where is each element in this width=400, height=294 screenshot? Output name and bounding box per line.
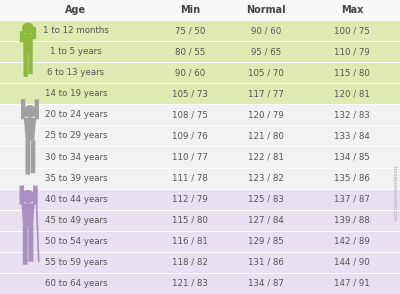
Text: 121 / 83: 121 / 83 xyxy=(172,279,208,288)
Text: 109 / 76: 109 / 76 xyxy=(172,131,208,141)
Text: 134 / 85: 134 / 85 xyxy=(334,153,370,161)
Text: 20 to 24 years: 20 to 24 years xyxy=(45,110,107,119)
Text: 110 / 77: 110 / 77 xyxy=(172,153,208,161)
FancyBboxPatch shape xyxy=(33,186,38,205)
Text: 131 / 86: 131 / 86 xyxy=(248,258,284,267)
Text: 147 / 91: 147 / 91 xyxy=(334,279,370,288)
Text: 100 / 75: 100 / 75 xyxy=(334,26,370,35)
Bar xyxy=(0,125,400,146)
Text: 125 / 83: 125 / 83 xyxy=(248,195,284,204)
FancyBboxPatch shape xyxy=(23,34,33,54)
Bar xyxy=(0,104,400,125)
Bar xyxy=(0,62,400,83)
Text: 40 to 44 years: 40 to 44 years xyxy=(45,195,107,204)
Text: 122 / 81: 122 / 81 xyxy=(248,153,284,161)
Text: 95 / 65: 95 / 65 xyxy=(251,47,281,56)
Bar xyxy=(0,273,400,294)
Text: 117 / 77: 117 / 77 xyxy=(248,89,284,98)
Text: 142 / 89: 142 / 89 xyxy=(334,237,370,246)
Text: 137 / 87: 137 / 87 xyxy=(334,195,370,204)
Text: 135 / 86: 135 / 86 xyxy=(334,173,370,183)
Text: 1 to 12 months: 1 to 12 months xyxy=(43,26,109,35)
Text: 35 to 39 years: 35 to 39 years xyxy=(45,173,107,183)
Text: 112 / 79: 112 / 79 xyxy=(172,195,208,204)
FancyBboxPatch shape xyxy=(20,186,24,205)
FancyBboxPatch shape xyxy=(20,31,24,42)
FancyBboxPatch shape xyxy=(32,27,36,39)
Text: 133 / 84: 133 / 84 xyxy=(334,131,370,141)
Circle shape xyxy=(24,106,36,117)
Text: Max: Max xyxy=(341,5,363,15)
Text: 144 / 90: 144 / 90 xyxy=(334,258,370,267)
FancyBboxPatch shape xyxy=(28,226,34,262)
Bar xyxy=(0,231,400,252)
Bar xyxy=(0,20,400,41)
Bar xyxy=(0,168,400,189)
Text: 25 to 29 years: 25 to 29 years xyxy=(45,131,107,141)
Text: Normal: Normal xyxy=(246,5,286,15)
Circle shape xyxy=(23,23,33,34)
Bar xyxy=(0,252,400,273)
Text: 105 / 73: 105 / 73 xyxy=(172,89,208,98)
Text: 90 / 60: 90 / 60 xyxy=(251,26,281,35)
Text: 129 / 85: 129 / 85 xyxy=(248,237,284,246)
Polygon shape xyxy=(22,203,34,226)
FancyBboxPatch shape xyxy=(26,140,30,175)
Bar xyxy=(0,189,400,210)
Polygon shape xyxy=(24,118,36,141)
Text: 1 to 5 years: 1 to 5 years xyxy=(50,47,102,56)
Text: 127 / 84: 127 / 84 xyxy=(248,216,284,225)
FancyBboxPatch shape xyxy=(35,99,39,119)
Text: 50 to 54 years: 50 to 54 years xyxy=(45,237,107,246)
Text: 45 to 49 years: 45 to 49 years xyxy=(45,216,107,225)
Text: 115 / 80: 115 / 80 xyxy=(172,216,208,225)
Text: 120 / 81: 120 / 81 xyxy=(334,89,370,98)
Text: 132 / 83: 132 / 83 xyxy=(334,110,370,119)
Text: bloodpressureinfo.com: bloodpressureinfo.com xyxy=(392,166,397,222)
Text: 14 to 19 years: 14 to 19 years xyxy=(45,89,107,98)
Text: 60 to 64 years: 60 to 64 years xyxy=(45,279,107,288)
Text: 75 / 50: 75 / 50 xyxy=(175,26,205,35)
Text: 120 / 79: 120 / 79 xyxy=(248,110,284,119)
Bar xyxy=(0,41,400,62)
FancyBboxPatch shape xyxy=(23,226,28,265)
Text: Min: Min xyxy=(180,5,200,15)
Bar xyxy=(0,0,400,20)
Bar xyxy=(0,210,400,231)
Text: 134 / 87: 134 / 87 xyxy=(248,279,284,288)
Text: 6 to 13 years: 6 to 13 years xyxy=(48,68,104,77)
FancyBboxPatch shape xyxy=(31,140,35,173)
FancyBboxPatch shape xyxy=(21,99,25,119)
Circle shape xyxy=(22,191,34,203)
Bar xyxy=(0,146,400,168)
Text: 108 / 75: 108 / 75 xyxy=(172,110,208,119)
Text: 110 / 79: 110 / 79 xyxy=(334,47,370,56)
Text: 111 / 78: 111 / 78 xyxy=(172,173,208,183)
Text: 139 / 88: 139 / 88 xyxy=(334,216,370,225)
Text: 121 / 80: 121 / 80 xyxy=(248,131,284,141)
Text: 55 to 59 years: 55 to 59 years xyxy=(45,258,107,267)
Text: 90 / 60: 90 / 60 xyxy=(175,68,205,77)
Text: 123 / 82: 123 / 82 xyxy=(248,173,284,183)
Text: Age: Age xyxy=(66,5,86,15)
Text: 80 / 55: 80 / 55 xyxy=(175,47,205,56)
Text: 30 to 34 years: 30 to 34 years xyxy=(45,153,107,161)
Text: 105 / 70: 105 / 70 xyxy=(248,68,284,77)
Text: 118 / 82: 118 / 82 xyxy=(172,258,208,267)
Text: 115 / 80: 115 / 80 xyxy=(334,68,370,77)
Text: 116 / 81: 116 / 81 xyxy=(172,237,208,246)
FancyBboxPatch shape xyxy=(28,53,33,74)
Bar xyxy=(0,83,400,104)
FancyBboxPatch shape xyxy=(24,53,28,77)
